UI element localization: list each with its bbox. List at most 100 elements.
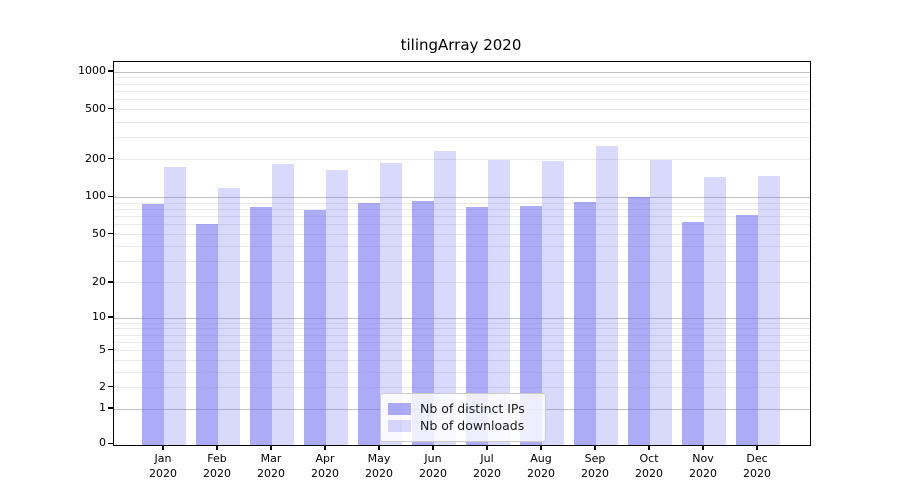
x-tick-label-oct: Oct 2020 — [635, 452, 663, 480]
bar-distinct-ips-nov — [682, 222, 704, 445]
gridline-major-10 — [114, 317, 810, 319]
y-tick-label-2: 2 — [99, 379, 106, 393]
y-tick-mark-50 — [108, 233, 113, 235]
bar-distinct-ips-sep — [574, 202, 596, 445]
y-tick-label-200: 200 — [85, 151, 106, 165]
bar-downloads-mar — [272, 164, 294, 445]
bar-downloads-oct — [650, 159, 672, 445]
x-tick-mark-feb — [216, 445, 218, 451]
x-tick-label-feb: Feb 2020 — [203, 452, 231, 480]
bar-distinct-ips-oct — [628, 196, 650, 445]
x-tick-mark-apr — [324, 445, 326, 451]
x-tick-mark-mar — [270, 445, 272, 451]
gridline-minor-300 — [114, 137, 810, 139]
bar-downloads-aug — [542, 160, 564, 445]
y-tick-label-500: 500 — [85, 101, 106, 115]
gridline-major-1000 — [114, 71, 810, 73]
x-tick-label-may: May 2020 — [365, 452, 393, 480]
y-tick-mark-10 — [108, 316, 113, 318]
gridline-minor-900 — [114, 77, 810, 79]
y-tick-label-50: 50 — [92, 226, 106, 240]
y-tick-mark-5 — [108, 349, 113, 351]
legend-entry-distinct-ips: Nb of distinct IPs — [388, 402, 537, 416]
x-tick-label-aug: Aug 2020 — [527, 452, 555, 480]
gridline-minor-40 — [114, 246, 810, 248]
gridline-minor-20 — [114, 282, 810, 284]
y-tick-label-0: 0 — [99, 436, 106, 450]
gridline-minor-9 — [114, 322, 810, 324]
y-tick-mark-20 — [108, 281, 113, 283]
x-tick-mark-sep — [594, 445, 596, 451]
y-tick-mark-0 — [108, 442, 113, 444]
plot-area: Nb of distinct IPs Nb of downloads — [113, 61, 811, 446]
x-tick-label-mar: Mar 2020 — [257, 452, 285, 480]
bar-downloads-feb — [218, 187, 240, 445]
x-tick-mark-dec — [756, 445, 758, 451]
y-tick-mark-200 — [108, 158, 113, 160]
gridline-minor-2 — [114, 387, 810, 389]
gridline-minor-700 — [114, 90, 810, 92]
gridline-minor-500 — [114, 109, 810, 111]
bar-distinct-ips-apr — [304, 210, 326, 445]
legend-swatch-distinct-ips — [388, 403, 411, 415]
y-tick-label-1000: 1000 — [78, 64, 106, 78]
y-tick-mark-1000 — [108, 70, 113, 72]
gridline-minor-70 — [114, 216, 810, 218]
x-tick-label-dec: Dec 2020 — [743, 452, 771, 480]
y-tick-label-20: 20 — [92, 274, 106, 288]
bar-distinct-ips-mar — [250, 206, 272, 445]
legend-entry-downloads: Nb of downloads — [388, 419, 537, 433]
bar-distinct-ips-jun — [412, 201, 434, 445]
bar-downloads-nov — [704, 177, 726, 445]
gridline-minor-200 — [114, 159, 810, 161]
x-tick-mark-jul — [486, 445, 488, 451]
legend-swatch-downloads — [388, 420, 411, 432]
gridline-minor-7 — [114, 334, 810, 336]
bar-distinct-ips-feb — [196, 224, 218, 445]
x-tick-mark-aug — [540, 445, 542, 451]
legend-label-downloads: Nb of downloads — [420, 418, 525, 433]
gridline-minor-8 — [114, 328, 810, 330]
legend: Nb of distinct IPs Nb of downloads — [380, 393, 546, 442]
x-tick-mark-may — [378, 445, 380, 451]
y-tick-label-100: 100 — [85, 189, 106, 203]
gridline-minor-50 — [114, 234, 810, 236]
legend-label-distinct-ips: Nb of distinct IPs — [420, 401, 525, 416]
x-tick-label-apr: Apr 2020 — [311, 452, 339, 480]
bar-downloads-apr — [326, 170, 348, 445]
y-tick-label-5: 5 — [99, 342, 106, 356]
gridline-minor-60 — [114, 224, 810, 226]
y-tick-mark-2 — [108, 386, 113, 388]
x-tick-mark-nov — [702, 445, 704, 451]
gridline-minor-800 — [114, 83, 810, 85]
y-tick-mark-500 — [108, 108, 113, 110]
gridline-minor-600 — [114, 99, 810, 101]
bar-downloads-jan — [164, 167, 186, 445]
gridline-minor-4 — [114, 360, 810, 362]
gridline-minor-5 — [114, 350, 810, 352]
gridline-minor-90 — [114, 202, 810, 204]
x-tick-label-sep: Sep 2020 — [581, 452, 609, 480]
bar-downloads-jul — [488, 159, 510, 445]
x-tick-mark-jan — [162, 445, 164, 451]
gridline-minor-30 — [114, 261, 810, 263]
chart-title: tilingArray 2020 — [400, 36, 522, 54]
bar-downloads-dec — [758, 176, 780, 445]
gridline-minor-3 — [114, 371, 810, 373]
bar-downloads-sep — [596, 145, 618, 445]
gridline-minor-6 — [114, 341, 810, 343]
x-tick-label-jan: Jan 2020 — [149, 452, 177, 480]
gridline-minor-400 — [114, 121, 810, 123]
y-tick-label-1: 1 — [99, 401, 106, 415]
gridline-minor-80 — [114, 208, 810, 210]
x-tick-label-jul: Jul 2020 — [473, 452, 501, 480]
x-tick-mark-oct — [648, 445, 650, 451]
bar-distinct-ips-aug — [520, 206, 542, 445]
bar-distinct-ips-dec — [736, 215, 758, 445]
x-tick-mark-jun — [432, 445, 434, 451]
bar-distinct-ips-jan — [142, 203, 164, 445]
bar-downloads-jun — [434, 151, 456, 445]
y-tick-mark-100 — [108, 195, 113, 197]
gridline-major-100 — [114, 196, 810, 198]
